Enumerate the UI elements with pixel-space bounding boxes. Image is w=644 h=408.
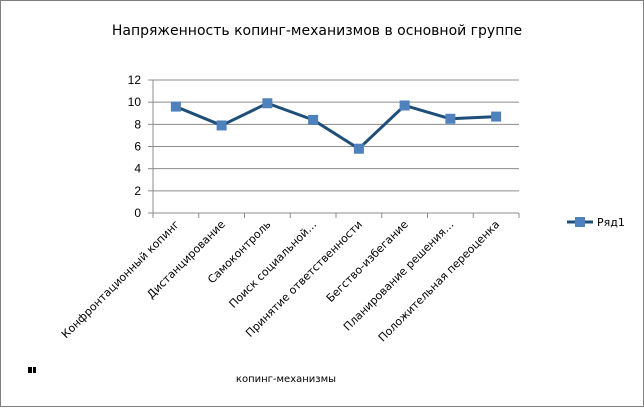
data-point-2 xyxy=(216,120,227,131)
gridlines xyxy=(153,79,519,192)
y-tick-label-10: 10 xyxy=(128,95,142,109)
x-tick-label-2: Дистанцирование xyxy=(144,218,227,301)
data-point-7 xyxy=(445,113,456,124)
data-point-5 xyxy=(353,143,364,154)
y-tick-label-8: 8 xyxy=(134,117,141,131)
x-axis-label: копинг-механизмы xyxy=(236,374,336,385)
y-tick-label-0: 0 xyxy=(134,206,141,220)
legend-key-glyph-bar-2 xyxy=(33,367,36,373)
x-tick-label-4: Поиск социальной… xyxy=(227,218,320,311)
legend-marker xyxy=(575,217,585,227)
legend-key-glyph-bar-1 xyxy=(28,367,32,373)
y-tick-label-4: 4 xyxy=(134,162,141,176)
legend-key-glyph xyxy=(28,367,36,373)
legend: Ряд1 xyxy=(567,216,625,229)
x-tick-labels: Конфронтационный копингДистанцированиеСа… xyxy=(59,218,502,345)
data-point-8 xyxy=(491,111,502,122)
legend-entry-series-1: Ряд1 xyxy=(597,216,625,229)
data-point-6 xyxy=(399,100,410,111)
y-tick-label-12: 12 xyxy=(128,73,142,87)
data-point-3 xyxy=(262,98,273,109)
chart-title: Напряженность копинг-механизмов в основн… xyxy=(112,23,522,39)
y-tick-labels: 0 2 4 6 8 10 12 xyxy=(128,73,142,220)
series-layer xyxy=(170,98,502,154)
data-point-4 xyxy=(308,114,319,125)
y-tick-label-2: 2 xyxy=(134,184,141,198)
data-point-1 xyxy=(170,101,181,112)
series-line-1 xyxy=(175,101,497,151)
axes xyxy=(148,79,520,218)
x-tick-label-6: Бегство-избегание xyxy=(324,218,411,305)
y-tick-label-6: 6 xyxy=(134,140,141,154)
